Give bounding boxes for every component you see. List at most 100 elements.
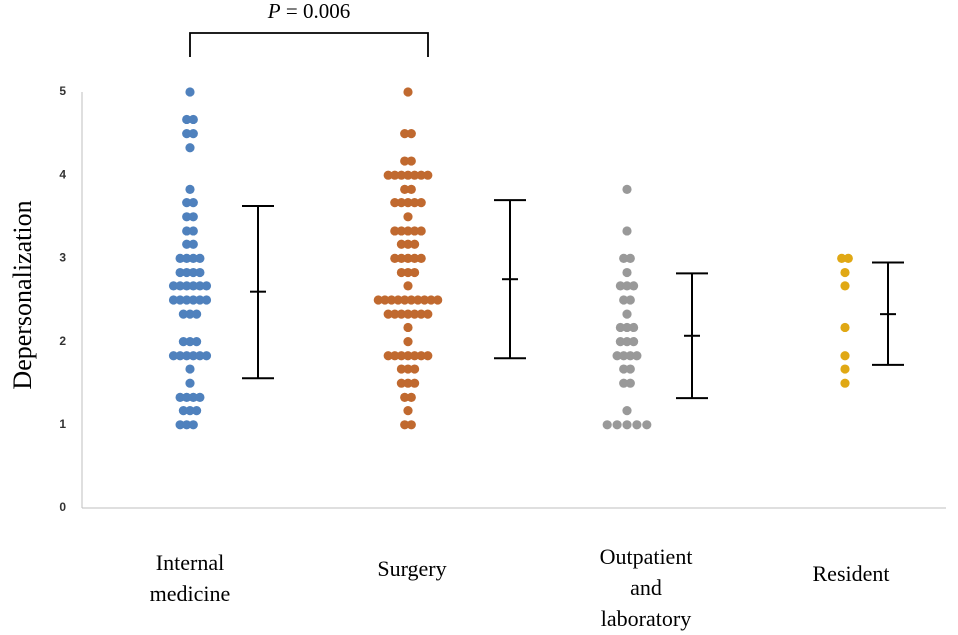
- p-value-symbol: P: [267, 0, 281, 23]
- data-point: [175, 351, 185, 361]
- data-point: [622, 309, 632, 319]
- y-tick-label: 4: [59, 167, 66, 181]
- error-bar: [676, 272, 708, 400]
- data-point: [185, 378, 195, 388]
- data-point: [396, 170, 406, 180]
- error-bar: [242, 204, 274, 380]
- data-point: [188, 239, 198, 249]
- data-point: [406, 129, 416, 139]
- data-point: [390, 198, 400, 208]
- data-point: [396, 267, 406, 278]
- data-point: [612, 420, 622, 430]
- data-point: [390, 309, 400, 319]
- data-point: [182, 226, 192, 236]
- data-point: [403, 239, 413, 249]
- category-label: Outpatient: [600, 544, 693, 569]
- data-point: [410, 364, 420, 374]
- data-point: [188, 114, 198, 125]
- category-label: Resident: [813, 561, 890, 586]
- error-bar: [872, 261, 904, 366]
- data-point: [175, 392, 185, 402]
- data-point: [416, 226, 426, 236]
- data-points: [168, 87, 853, 430]
- data-point: [195, 253, 205, 263]
- data-point: [840, 267, 850, 278]
- data-point: [622, 267, 632, 278]
- data-point: [175, 253, 185, 263]
- data-point: [195, 351, 205, 361]
- data-point: [383, 309, 393, 319]
- data-point: [622, 337, 632, 347]
- data-point: [629, 337, 639, 347]
- data-point: [396, 364, 406, 374]
- data-point: [632, 420, 642, 430]
- data-point: [615, 322, 626, 333]
- category-label: Internal: [156, 550, 224, 575]
- data-point: [182, 239, 192, 249]
- data-point: [403, 322, 413, 333]
- category-label: and: [630, 575, 662, 600]
- data-point: [602, 420, 612, 430]
- data-point: [182, 267, 192, 278]
- data-point: [185, 406, 195, 416]
- data-point: [403, 253, 413, 263]
- data-point: [622, 281, 632, 291]
- data-point: [403, 406, 413, 416]
- data-point: [413, 295, 423, 305]
- data-point: [416, 170, 426, 180]
- data-point: [629, 322, 639, 333]
- data-point: [182, 295, 192, 305]
- data-point: [188, 129, 198, 139]
- data-point: [188, 295, 198, 305]
- data-point: [188, 267, 198, 278]
- data-point: [175, 267, 185, 278]
- data-point: [185, 184, 195, 194]
- data-point: [390, 170, 400, 180]
- data-point: [373, 295, 383, 305]
- data-point: [619, 295, 629, 305]
- data-point: [619, 378, 629, 388]
- data-point: [182, 198, 192, 208]
- data-point: [416, 198, 426, 208]
- error-bar: [494, 199, 526, 360]
- category-label: laboratory: [601, 606, 691, 631]
- data-point: [625, 364, 635, 374]
- y-axis-label: Depersonalization: [8, 200, 37, 389]
- data-point: [433, 295, 443, 305]
- data-point: [615, 337, 626, 347]
- data-point: [175, 420, 185, 430]
- data-point: [840, 378, 850, 388]
- data-point: [622, 184, 632, 194]
- data-point: [400, 420, 410, 430]
- data-point: [396, 378, 406, 388]
- data-point: [396, 309, 406, 319]
- data-point: [406, 184, 416, 194]
- data-point: [403, 226, 413, 236]
- data-point: [182, 212, 192, 222]
- data-point: [410, 309, 420, 319]
- data-point: [192, 337, 202, 347]
- y-tick-label: 1: [59, 417, 66, 431]
- data-point: [396, 351, 406, 361]
- data-point: [416, 253, 426, 263]
- data-point: [178, 337, 188, 347]
- significance-bracket: [189, 32, 429, 57]
- data-point: [182, 129, 192, 139]
- data-point: [410, 253, 420, 263]
- data-point: [188, 392, 198, 402]
- data-point: [188, 226, 198, 236]
- data-point: [410, 378, 420, 388]
- data-point: [837, 253, 847, 263]
- data-point: [390, 351, 400, 361]
- y-tick-label: 5: [59, 84, 66, 98]
- axes: [81, 92, 946, 509]
- data-point: [403, 309, 413, 319]
- data-point: [840, 281, 850, 291]
- data-point: [423, 309, 433, 319]
- data-point: [416, 309, 426, 319]
- data-point: [406, 295, 416, 305]
- data-point: [625, 378, 635, 388]
- data-point: [416, 351, 426, 361]
- data-point: [625, 253, 635, 263]
- data-point: [201, 351, 212, 361]
